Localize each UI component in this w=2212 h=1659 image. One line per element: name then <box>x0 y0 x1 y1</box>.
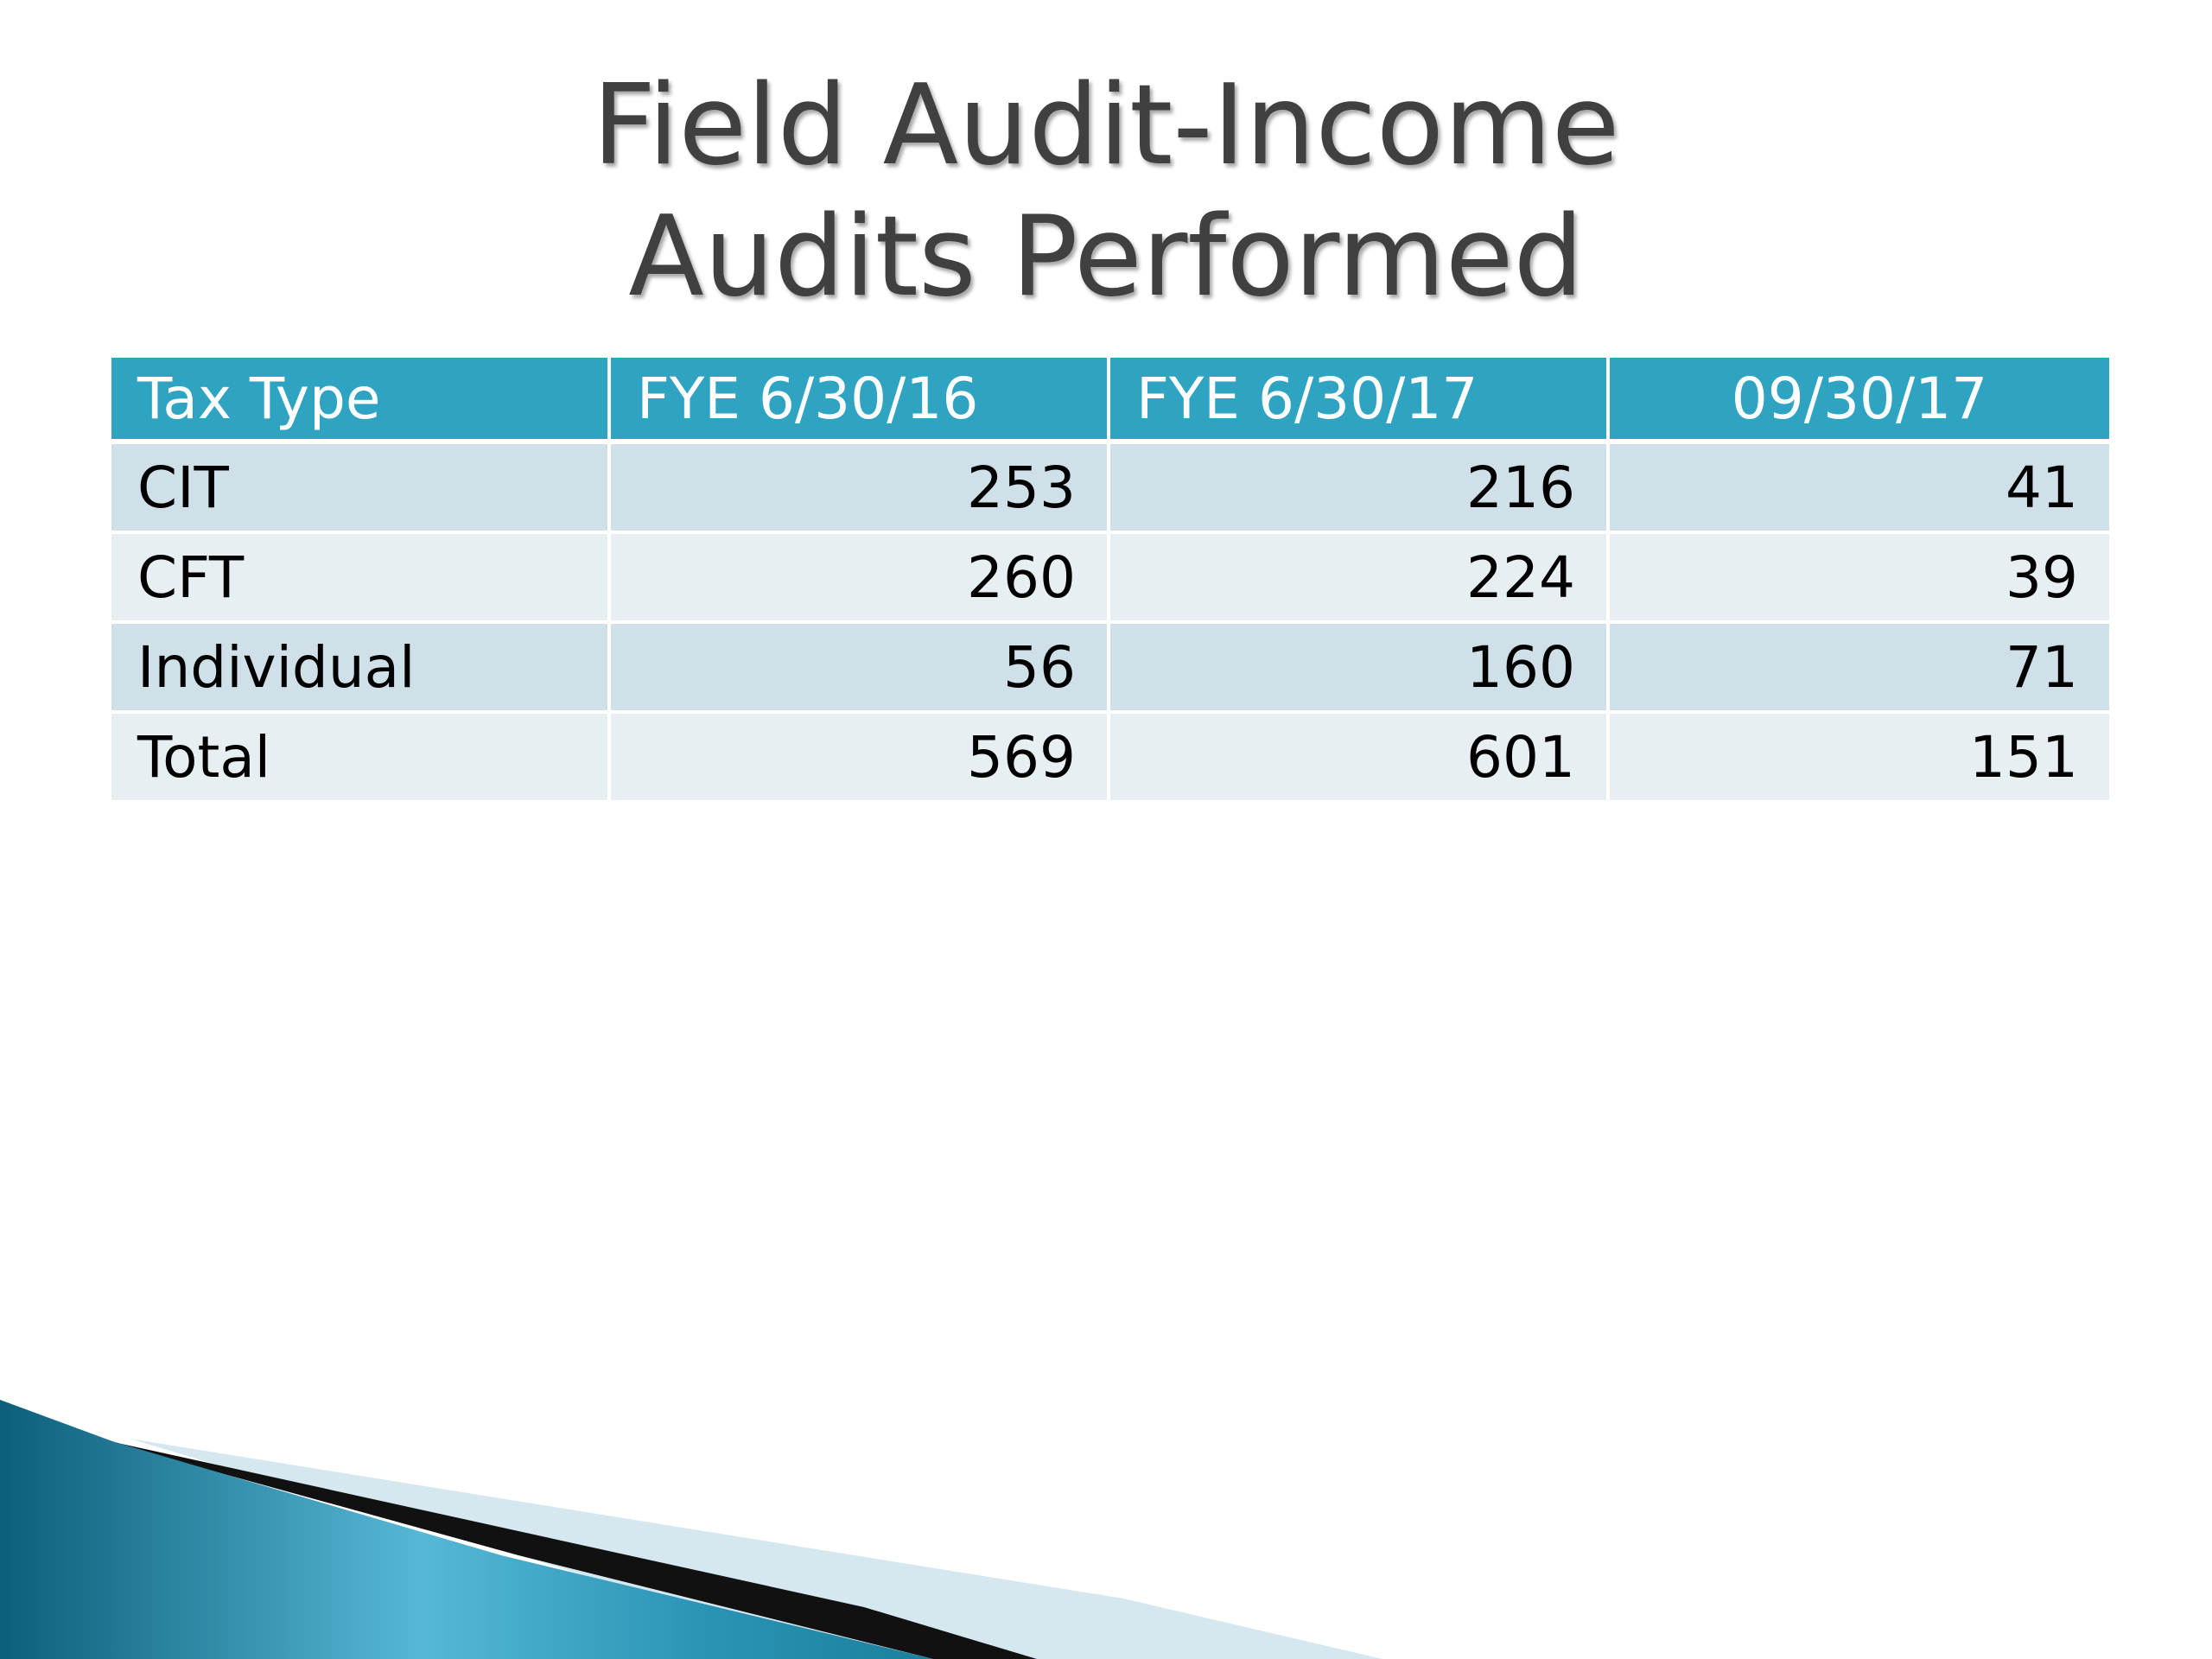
slide-title: Field Audit-Income Audits Performed <box>0 60 2212 323</box>
row-label: Total <box>111 714 611 804</box>
cell-value: 260 <box>611 534 1110 624</box>
header-fye-2017: FYE 6/30/17 <box>1110 358 1610 444</box>
cell-value: 160 <box>1110 624 1610 714</box>
cell-value: 56 <box>611 624 1110 714</box>
table-row: Total 569 601 151 <box>111 714 2109 804</box>
slide-title-line-2: Audits Performed <box>628 193 1584 321</box>
cell-value: 216 <box>1110 444 1610 534</box>
row-label: CIT <box>111 444 611 534</box>
cell-value: 601 <box>1110 714 1610 804</box>
table-row: CFT 260 224 39 <box>111 534 2109 624</box>
cell-value: 39 <box>1610 534 2109 624</box>
cell-value: 41 <box>1610 444 2109 534</box>
cell-value: 569 <box>611 714 1110 804</box>
table-header-row: Tax Type FYE 6/30/16 FYE 6/30/17 09/30/1… <box>111 358 2109 444</box>
row-label: CFT <box>111 534 611 624</box>
cell-value: 71 <box>1610 624 2109 714</box>
cell-value: 253 <box>611 444 1110 534</box>
row-label: Individual <box>111 624 611 714</box>
teal-wedge <box>0 1400 933 1659</box>
cell-value: 224 <box>1110 534 1610 624</box>
header-q1-2018: 09/30/17 <box>1610 358 2109 444</box>
black-stripe <box>86 1436 1037 1659</box>
header-fye-2016: FYE 6/30/16 <box>611 358 1110 444</box>
table-row: CIT 253 216 41 <box>111 444 2109 534</box>
table-row: Individual 56 160 71 <box>111 624 2109 714</box>
cell-value: 151 <box>1610 714 2109 804</box>
slide-title-line-1: Field Audit-Income <box>592 61 1620 190</box>
pale-stripe <box>130 1439 1382 1659</box>
header-tax-type: Tax Type <box>111 358 611 444</box>
audits-table: Tax Type FYE 6/30/16 FYE 6/30/17 09/30/1… <box>111 358 2109 804</box>
